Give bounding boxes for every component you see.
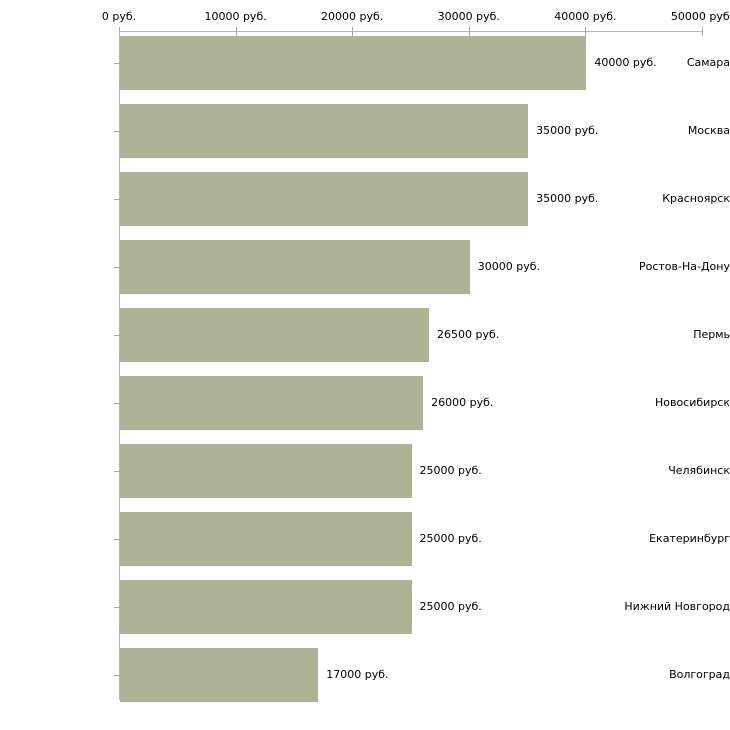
x-axis-tick-label: 30000 руб. — [437, 10, 500, 23]
bar[interactable] — [120, 376, 424, 430]
x-axis-tick-label: 40000 руб. — [554, 10, 617, 23]
x-axis-tick-label: 20000 руб. — [321, 10, 384, 23]
bar[interactable] — [120, 172, 529, 226]
y-axis-category-label: Нижний Новгород — [624, 600, 730, 613]
bar[interactable] — [120, 648, 319, 702]
bar[interactable] — [120, 36, 587, 90]
y-axis-tick — [114, 403, 119, 404]
bar-value-label: 26500 руб. — [436, 328, 500, 341]
y-axis-category-label: Пермь — [693, 328, 730, 341]
y-axis-tick — [114, 539, 119, 540]
y-axis-category-label: Екатеринбург — [649, 532, 730, 545]
y-axis-tick — [114, 471, 119, 472]
bar[interactable] — [120, 580, 412, 634]
y-axis-tick — [114, 199, 119, 200]
y-axis-tick — [114, 267, 119, 268]
y-axis-tick — [114, 607, 119, 608]
bar[interactable] — [120, 512, 412, 566]
y-axis-category-label: Красноярск — [662, 192, 730, 205]
y-axis-category-label: Самара — [686, 56, 730, 69]
bar-value-label: 25000 руб. — [419, 464, 482, 477]
y-axis-tick — [114, 335, 119, 336]
x-axis-tick-label: 50000 руб. — [670, 10, 730, 23]
x-axis-tick-label: 10000 руб. — [204, 10, 267, 23]
x-axis-tick — [702, 27, 703, 36]
y-axis-tick — [114, 131, 119, 132]
bar-value-label: 25000 руб. — [419, 600, 482, 613]
y-axis-category-label: Новосибирск — [654, 396, 730, 409]
bar[interactable] — [120, 104, 529, 158]
bar-value-label: 30000 руб. — [477, 260, 541, 273]
y-axis-line — [119, 31, 120, 700]
bar[interactable] — [120, 444, 412, 498]
x-axis-line — [119, 31, 702, 32]
bar-value-label: 26000 руб. — [431, 396, 494, 409]
bar[interactable] — [120, 308, 429, 362]
y-axis-tick — [114, 63, 119, 64]
x-axis-tick-label: 0 руб. — [101, 10, 137, 23]
bar[interactable] — [120, 240, 470, 294]
y-axis-category-label: Волгоград — [669, 668, 730, 681]
bar-value-label: 40000 руб. — [594, 56, 657, 69]
bar-value-label: 25000 руб. — [419, 532, 482, 545]
y-axis-category-label: Челябинск — [668, 464, 730, 477]
bar-value-label: 17000 руб. — [326, 668, 389, 681]
y-axis-category-label: Ростов-На-Дону — [638, 260, 730, 273]
bar-value-label: 35000 руб. — [536, 124, 599, 137]
y-axis-tick — [114, 675, 119, 676]
y-axis-category-label: Москва — [687, 124, 730, 137]
bar-value-label: 35000 руб. — [536, 192, 599, 205]
